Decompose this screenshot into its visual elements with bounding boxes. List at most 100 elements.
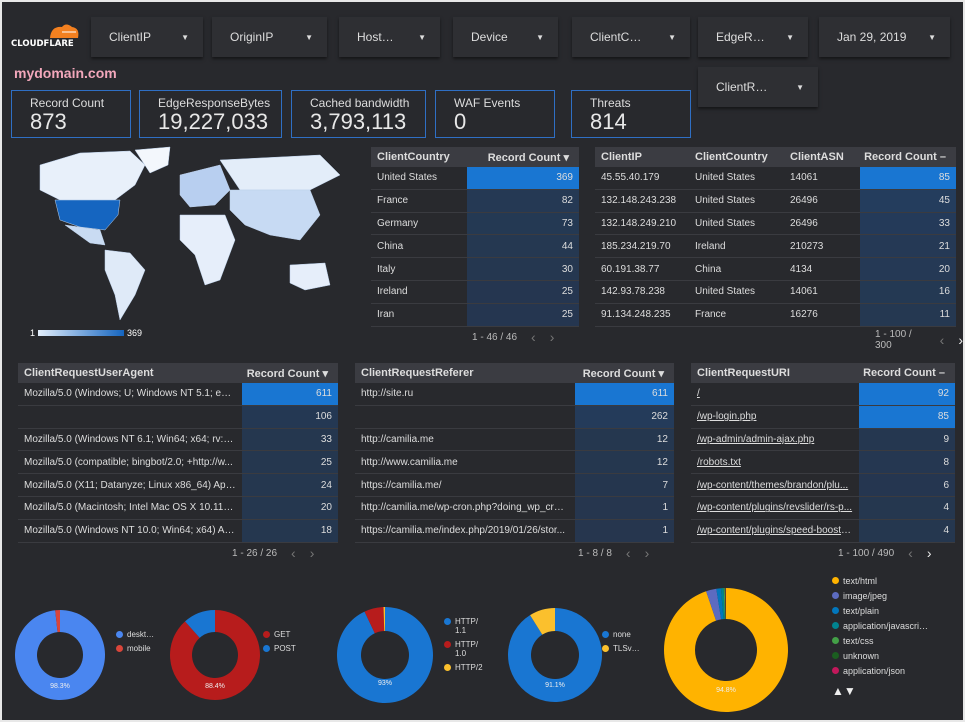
- table-row[interactable]: https://camilia.me/index.php/2019/01/26/…: [355, 519, 674, 543]
- pie-slice[interactable]: [185, 610, 215, 638]
- next-page-icon[interactable]: ›: [549, 329, 555, 345]
- pie-slice[interactable]: [720, 588, 725, 620]
- table-row[interactable]: /wp-content/themes/brandon/plu... 6: [691, 474, 955, 497]
- filter-control[interactable]: ClientR… ▼: [698, 67, 818, 107]
- legend-item[interactable]: HTTP/ 1.0: [444, 640, 478, 658]
- sort-column-header[interactable]: Record Count ▾: [582, 367, 664, 380]
- pie-slice[interactable]: [530, 608, 555, 635]
- legend-item[interactable]: GET: [263, 630, 296, 639]
- table-cell[interactable]: /wp-content/plugins/speed-booste...: [697, 525, 855, 537]
- table-row[interactable]: /wp-login.php 85: [691, 405, 955, 429]
- table-row[interactable]: 262: [355, 405, 674, 429]
- table-cell[interactable]: /wp-content/themes/brandon/plu...: [697, 479, 849, 491]
- table-row[interactable]: https://camilia.me/7: [355, 474, 674, 497]
- table-row[interactable]: 45.55.40.179 United States 14061 85: [595, 167, 956, 190]
- donut-chart-1[interactable]: 98.3%: [13, 608, 107, 702]
- filter-control[interactable]: Host… ▼: [339, 17, 440, 57]
- sort-column-header[interactable]: Record Count ▾: [246, 367, 328, 380]
- table-row[interactable]: 142.93.78.238 United States 14061 16: [595, 280, 956, 304]
- legend-item[interactable]: mobile: [116, 644, 154, 653]
- table-row[interactable]: /wp-content/plugins/revslider/rs-p... 4: [691, 496, 955, 520]
- table-cell[interactable]: /wp-login.php: [697, 411, 757, 423]
- sort-column-header[interactable]: Record Count –: [863, 367, 945, 379]
- column-header[interactable]: ClientCountry: [695, 151, 768, 163]
- table-row[interactable]: China 44: [371, 235, 579, 259]
- table-row[interactable]: Mozilla/5.0 (X11; Datanyze; Linux x86_64…: [18, 474, 338, 497]
- legend-item[interactable]: HTTP/ 1.1: [444, 617, 478, 635]
- filter-control[interactable]: ClientC… ▼: [572, 17, 690, 57]
- legend-item[interactable]: text/plain: [832, 606, 928, 616]
- table-row[interactable]: United States 369: [371, 167, 579, 190]
- table-row[interactable]: 91.134.248.235 France 16276 11: [595, 303, 956, 327]
- table-row[interactable]: 185.234.219.70 Ireland 210273 21: [595, 235, 956, 259]
- sort-column-header[interactable]: Record Count ▾: [487, 151, 569, 164]
- table-row[interactable]: /wp-content/plugins/speed-booste... 4: [691, 519, 955, 543]
- table-row[interactable]: Germany 73: [371, 212, 579, 236]
- donut-chart-2[interactable]: 88.4%: [168, 608, 262, 702]
- column-header[interactable]: ClientRequestUserAgent: [24, 367, 154, 379]
- table-row[interactable]: Mozilla/5.0 (Windows NT 6.1; Win64; x64;…: [18, 428, 338, 452]
- table-row[interactable]: http://site.ru 611: [355, 383, 674, 406]
- pie-slice[interactable]: [664, 588, 788, 712]
- next-page-icon[interactable]: ›: [958, 332, 963, 348]
- table-row[interactable]: 106: [18, 405, 338, 429]
- table-row[interactable]: Mozilla/5.0 (Windows; U; Windows NT 5.1;…: [18, 383, 338, 406]
- table-row[interactable]: 132.148.243.238 United States 26496 45: [595, 189, 956, 213]
- table-cell[interactable]: /wp-admin/admin-ajax.php: [697, 433, 815, 445]
- pie-slice[interactable]: [706, 588, 722, 621]
- geo-map[interactable]: [20, 145, 352, 332]
- table-row[interactable]: 60.191.38.77 China 4134 20: [595, 258, 956, 281]
- pie-slice[interactable]: [508, 608, 602, 702]
- column-header[interactable]: ClientRequestReferer: [361, 367, 474, 379]
- legend-item[interactable]: TLSv…: [602, 644, 640, 653]
- filter-control[interactable]: EdgeR… ▼: [698, 17, 808, 57]
- prev-page-icon[interactable]: ‹: [291, 545, 296, 561]
- pie-slice[interactable]: [383, 607, 385, 632]
- table-row[interactable]: http://camilia.me 12: [355, 428, 674, 452]
- table-row[interactable]: 132.148.249.210 United States 26496 33: [595, 212, 956, 236]
- table-row[interactable]: http://www.camilia.me 12: [355, 451, 674, 475]
- legend-item[interactable]: text/css: [832, 636, 928, 646]
- pie-slice[interactable]: [724, 588, 726, 620]
- next-page-icon[interactable]: ›: [926, 545, 932, 561]
- prev-page-icon[interactable]: ‹: [531, 329, 536, 345]
- legend-item[interactable]: deskt…: [116, 630, 154, 639]
- sort-column-header[interactable]: Record Count –: [864, 151, 946, 163]
- legend-item[interactable]: application/json: [832, 666, 928, 676]
- pie-slice[interactable]: [55, 610, 60, 633]
- legend-item[interactable]: unknown: [832, 651, 928, 661]
- table-row[interactable]: Italy 30: [371, 258, 579, 281]
- pie-slice[interactable]: [170, 610, 260, 700]
- table-row[interactable]: France 82: [371, 189, 579, 213]
- table-row[interactable]: /wp-admin/admin-ajax.php 9: [691, 428, 955, 452]
- prev-page-icon[interactable]: ‹: [939, 332, 945, 348]
- table-row[interactable]: Ireland 25: [371, 280, 579, 304]
- pie-slice[interactable]: [337, 607, 433, 703]
- legend-pager-icon[interactable]: ▲▼: [832, 684, 856, 698]
- filter-control[interactable]: Jan 29, 2019 ▼: [819, 17, 950, 57]
- table-row[interactable]: / 92: [691, 383, 955, 406]
- table-row[interactable]: Iran 25: [371, 303, 579, 327]
- legend-item[interactable]: POST: [263, 644, 296, 653]
- table-row[interactable]: /robots.txt 8: [691, 451, 955, 475]
- table-row[interactable]: http://camilia.me/wp-cron.php?doing_wp_c…: [355, 496, 674, 520]
- table-row[interactable]: Mozilla/5.0 (Macintosh; Intel Mac OS X 1…: [18, 496, 338, 520]
- donut-chart-3[interactable]: 93%: [335, 605, 435, 705]
- column-header[interactable]: ClientASN: [790, 151, 844, 163]
- pie-slice[interactable]: [364, 607, 385, 634]
- prev-page-icon[interactable]: ‹: [625, 545, 631, 561]
- pie-slice[interactable]: [15, 610, 106, 700]
- next-page-icon[interactable]: ›: [309, 545, 315, 561]
- table-cell[interactable]: /wp-content/plugins/revslider/rs-p...: [697, 502, 853, 514]
- filter-control[interactable]: ClientIP ▼: [91, 17, 203, 57]
- filter-control[interactable]: Device ▼: [453, 17, 558, 57]
- table-cell[interactable]: /: [697, 388, 700, 400]
- legend-item[interactable]: HTTP/2: [444, 663, 483, 672]
- legend-item[interactable]: image/jpeg: [832, 591, 928, 601]
- next-page-icon[interactable]: ›: [644, 545, 650, 561]
- pie-slice[interactable]: [723, 588, 726, 620]
- table-row[interactable]: Mozilla/5.0 (compatible; bingbot/2.0; +h…: [18, 451, 338, 475]
- filter-control[interactable]: OriginIP ▼: [212, 17, 327, 57]
- table-cell[interactable]: /robots.txt: [697, 456, 741, 468]
- column-header[interactable]: ClientIP: [601, 151, 642, 163]
